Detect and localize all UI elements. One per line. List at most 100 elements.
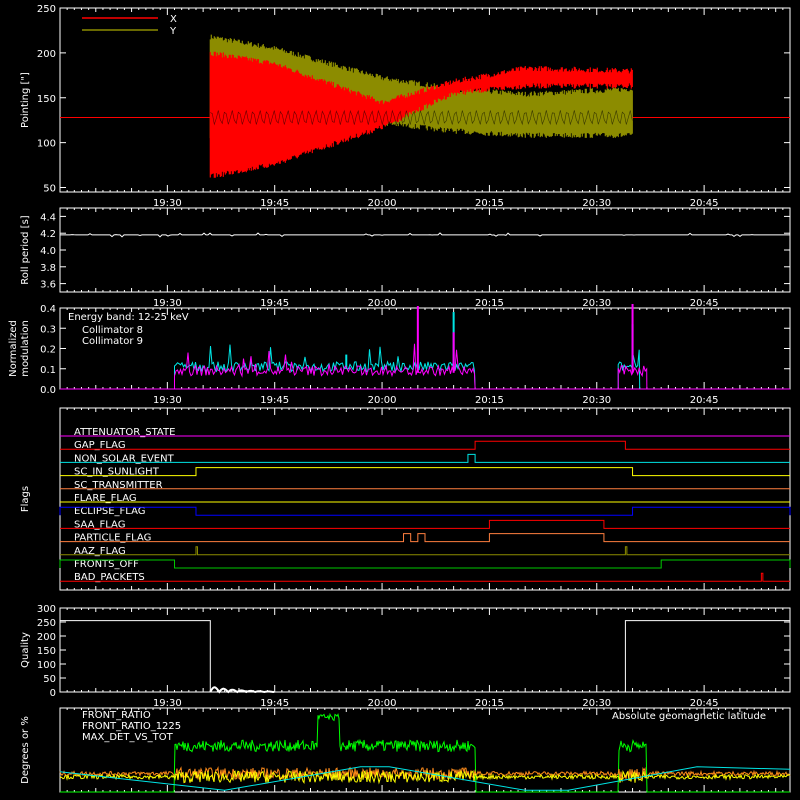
time-tick-label: 19:30 (153, 395, 182, 406)
pointing-legend: XY (82, 14, 177, 37)
time-tick-label: 19:45 (260, 395, 289, 406)
pointing-tick-label: 150 (37, 94, 56, 105)
series-front-ratio-1225 (60, 712, 790, 793)
center-trace (210, 109, 633, 126)
roll-tick-label: 4.0 (40, 246, 56, 257)
flag-label-fronts-off: FRONTS_OFF (74, 559, 139, 570)
time-tick-label: 19:30 (153, 298, 182, 309)
time-tick-label: 20:45 (690, 198, 719, 209)
quality-tick-label: 0 (50, 688, 56, 699)
roll-ylabel: Roll period [s] (20, 215, 31, 284)
flags-panel: Flags ATTENUATOR_STATE GAP_FLAG NON_SOLAR_E… (20, 407, 791, 591)
series-front-ratio (59, 769, 791, 785)
flag-label-eclipse-flag: ECLIPSE_FLAG (74, 506, 145, 517)
flag-label-non-solar-event: NON_SOLAR_EVENT (74, 453, 175, 464)
pointing-tick-label: 50 (43, 184, 56, 195)
time-tick-label: 20:15 (475, 298, 504, 309)
legend-label-max-det-vs-tot: MAX_DET_VS_TOT (82, 732, 174, 743)
flag-line-eclipse-flag (59, 506, 791, 516)
time-tick-label: 19:45 (260, 698, 289, 709)
time-tick-label: 20:45 (690, 298, 719, 309)
roll-tick-label: 4.4 (40, 212, 56, 223)
time-tick-label: 19:45 (260, 298, 289, 309)
flag-label-particle-flag: PARTICLE_FLAG (74, 533, 151, 544)
pointing-panel: 19:30 19:45 20:00 20:15 20:30 20:45 50 100 150 20… (20, 4, 791, 209)
geomagnetic-latitude-line (59, 766, 791, 791)
legend-label-front-ratio: FRONT_RATIO (82, 710, 151, 721)
modulation-ylabel-1: Normalized (8, 320, 19, 377)
ratio-panel: Degrees or % FRONT_RATIOFRONT_RATIO_1225M… (20, 707, 791, 793)
modulation-panel: 19:30 19:45 20:00 20:15 20:30 20:45 0.0 0.1 0.2 0… (8, 303, 791, 406)
flag-line-fronts-off (59, 559, 791, 569)
quality-tick-label: 200 (37, 632, 56, 643)
series-Collimator-9-trace (60, 343, 476, 390)
series-Collimator-9-trace (60, 365, 648, 390)
quality-tick-label: 100 (37, 660, 56, 671)
time-tick-label: 20:15 (475, 698, 504, 709)
roll-period-line (60, 232, 790, 238)
legend-label-X: X (170, 14, 177, 25)
time-tick-label: 20:15 (475, 198, 504, 209)
axis-frame (59, 207, 791, 293)
time-tick-label: 20:45 (690, 698, 719, 709)
pointing-tick-label: 200 (37, 49, 56, 60)
roll-tick-label: 3.8 (40, 263, 56, 274)
quality-line (60, 620, 790, 693)
time-tick-label: 20:30 (582, 298, 611, 309)
quality-tick-label: 300 (37, 604, 56, 615)
legend-label-Collimator-9: Collimator 9 (82, 336, 143, 347)
time-tick-label: 20:30 (582, 198, 611, 209)
time-tick-label: 19:45 (260, 198, 289, 209)
flag-line-gap-flag (60, 440, 790, 450)
energy-band-label: Energy band: 12-25 keV (68, 312, 189, 323)
flag-label-flare-flag: FLARE_FLAG (74, 493, 137, 504)
flag-label-aaz-flag: AAZ_FLAG (74, 546, 126, 557)
modulation-tick-label: 0.0 (40, 385, 56, 396)
quality-tick-label: 250 (37, 618, 56, 629)
flag-label-sc-transmitter: SC_TRANSMITTER (74, 480, 163, 491)
legend-label-Y: Y (169, 26, 177, 37)
roll-period-panel: 19:30 19:45 20:00 20:15 20:30 20:45 3.6 3.8 4.0 4… (20, 207, 791, 309)
modulation-tick-label: 0.4 (40, 304, 56, 315)
flag-line-particle-flag (60, 533, 790, 543)
quality-ringing (209, 686, 275, 694)
pointing-tick-label: 100 (37, 139, 56, 150)
quality-panel: 19:30 19:45 20:00 20:15 20:30 20:45 0 50 100 150 2… (20, 604, 791, 709)
flag-line-sc-in-sunlight (60, 467, 790, 477)
quality-tick-label: 150 (37, 646, 56, 657)
roll-tick-label: 4.2 (40, 229, 56, 240)
quality-ylabel: Quality (20, 632, 31, 668)
ratio-ylabel: Degrees or % (20, 716, 31, 784)
flag-label-sc-in-sunlight: SC_IN_SUNLIGHT (74, 467, 160, 478)
quality-tick-label: 50 (43, 674, 56, 685)
flag-line-aaz-flag (60, 546, 790, 556)
flag-label-gap-flag: GAP_FLAG (74, 440, 126, 451)
series-X-band (209, 51, 633, 178)
flag-label-bad-packets: BAD_PACKETS (74, 572, 145, 583)
legend-label-front-ratio-1225: FRONT_RATIO_1225 (82, 721, 181, 732)
flag-line-non-solar-event (60, 453, 790, 463)
legend-label-Collimator-8: Collimator 8 (82, 325, 143, 336)
time-tick-label: 19:30 (153, 198, 182, 209)
modulation-tick-label: 0.1 (40, 365, 56, 376)
flag-label-attenuator-state: ATTENUATOR_STATE (74, 427, 175, 438)
time-tick-label: 19:30 (153, 698, 182, 709)
series-Collimator-8-trace (60, 344, 476, 390)
series-Collimator-8-trace (60, 349, 641, 390)
modulation-tick-label: 0.3 (40, 324, 56, 335)
pointing-ylabel: Pointing ["] (20, 72, 31, 128)
time-tick-label: 20:00 (368, 198, 397, 209)
time-tick-label: 20:30 (582, 698, 611, 709)
roll-tick-label: 3.6 (40, 280, 56, 291)
flag-line-bad-packets (60, 572, 790, 582)
pointing-tick-label: 250 (37, 4, 56, 15)
modulation-ylabel-2: modulation (20, 320, 31, 377)
modulation-tick-label: 0.2 (40, 345, 56, 356)
time-tick-label: 20:15 (475, 395, 504, 406)
flag-label-saa-flag: SAA_FLAG (74, 519, 125, 530)
time-tick-label: 20:00 (368, 395, 397, 406)
flag-line-saa-flag (60, 519, 790, 529)
time-tick-label: 20:00 (368, 298, 397, 309)
flags-ylabel: Flags (20, 486, 31, 512)
